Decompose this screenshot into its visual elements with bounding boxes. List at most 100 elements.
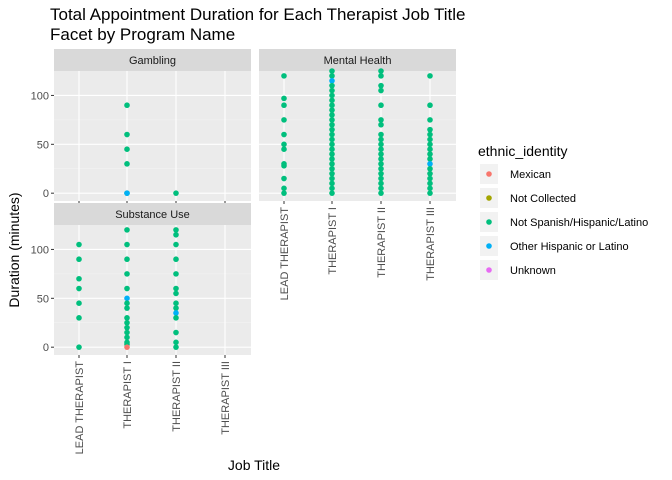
facet-strip-gambling: [54, 49, 251, 71]
data-point: [329, 165, 335, 172]
data-point: [329, 161, 335, 167]
data-point: [427, 190, 433, 196]
data-point: [329, 77, 335, 84]
data-point: [281, 175, 287, 182]
data-point: [173, 344, 179, 350]
data-point: [281, 190, 287, 196]
x-tick-label: LEAD THERAPIST: [279, 207, 291, 301]
y-tick-label: 50: [37, 293, 49, 305]
data-point: [124, 227, 130, 233]
legend-entry-label: Unknown: [510, 265, 556, 277]
data-point: [427, 161, 433, 167]
data-point: [329, 146, 335, 152]
facet-strip-label: Gambling: [129, 55, 176, 67]
data-point: [329, 117, 335, 123]
x-tick-label: LEAD THERAPIST: [74, 361, 86, 455]
data-point: [378, 102, 384, 109]
data-point: [173, 290, 179, 297]
x-axis-title: Job Title: [228, 457, 280, 473]
data-point: [124, 285, 130, 292]
data-point: [124, 300, 130, 306]
data-point: [124, 131, 130, 138]
data-point: [378, 136, 384, 143]
y-tick-label: 0: [43, 342, 49, 354]
data-point: [281, 95, 287, 102]
legend-entry-label: Not Collected: [510, 193, 576, 205]
y-tick-label: 50: [37, 139, 49, 151]
data-point: [329, 170, 335, 177]
data-point: [173, 300, 179, 306]
data-point: [427, 102, 433, 109]
data-point: [378, 117, 384, 123]
data-point: [124, 305, 130, 311]
data-point: [329, 175, 335, 182]
data-point: [173, 190, 179, 196]
data-point: [124, 315, 130, 321]
legend-entry-other-hispanic-or-latino: Other Hispanic or Latino: [480, 236, 629, 256]
data-point: [281, 102, 287, 109]
data-point: [378, 175, 384, 182]
data-point: [124, 146, 130, 152]
legend-entry-label: Mexican: [510, 169, 551, 181]
data-point: [427, 156, 433, 162]
data-point: [281, 117, 287, 123]
data-point: [427, 131, 433, 138]
data-point: [124, 324, 130, 331]
data-point: [124, 329, 130, 336]
x-tick-label: THERAPIST III: [220, 361, 232, 435]
data-point: [329, 121, 335, 128]
legend-entry-not-collected: Not Collected: [480, 188, 576, 208]
data-point: [427, 175, 433, 182]
data-point: [378, 146, 384, 152]
data-point: [173, 271, 179, 277]
data-point: [378, 121, 384, 128]
data-point: [427, 117, 433, 123]
data-point: [281, 185, 287, 192]
data-point: [173, 285, 179, 292]
data-point: [281, 131, 287, 138]
data-point: [427, 170, 433, 177]
data-point: [329, 87, 335, 94]
x-tick-label: THERAPIST I: [122, 361, 134, 429]
data-point: [124, 241, 130, 248]
data-point: [378, 82, 384, 89]
data-point: [281, 73, 287, 79]
data-point: [427, 180, 433, 187]
data-point: [173, 227, 179, 233]
data-point: [427, 165, 433, 172]
data-point: [76, 275, 82, 282]
x-tick-label: THERAPIST II: [171, 361, 183, 432]
data-point: [76, 344, 82, 350]
data-point: [378, 73, 384, 79]
data-point: [76, 315, 82, 321]
legend-entry-label: Other Hispanic or Latino: [510, 241, 629, 253]
data-point: [173, 329, 179, 336]
facet-strip-mental-health: [259, 49, 456, 71]
data-point: [173, 339, 179, 346]
legend-key-swatch: [486, 267, 492, 273]
legend-entry-mexican: Mexican: [480, 164, 551, 184]
data-point: [329, 102, 335, 109]
data-point: [329, 112, 335, 118]
data-point: [329, 126, 335, 133]
data-point: [427, 126, 433, 133]
data-point: [329, 68, 335, 74]
panel-background: [54, 225, 251, 355]
data-point: [76, 285, 82, 292]
data-point: [124, 256, 130, 263]
y-tick-label: 0: [43, 188, 49, 200]
data-point: [173, 305, 179, 311]
data-point: [124, 190, 130, 196]
data-point: [427, 136, 433, 143]
data-point: [378, 68, 384, 74]
legend-entry-unknown: Unknown: [480, 260, 556, 280]
data-point: [124, 271, 130, 277]
data-point: [329, 151, 335, 157]
x-tick-label: THERAPIST I: [327, 207, 339, 275]
data-point: [281, 163, 287, 169]
facet-strip-label: Substance Use: [115, 209, 190, 221]
x-tick-label: THERAPIST II: [376, 207, 388, 278]
chart-title-line-2: Facet by Program Name: [50, 25, 235, 44]
data-point: [427, 141, 433, 148]
facet-gambling: Gambling 0 50 100: [31, 49, 251, 204]
